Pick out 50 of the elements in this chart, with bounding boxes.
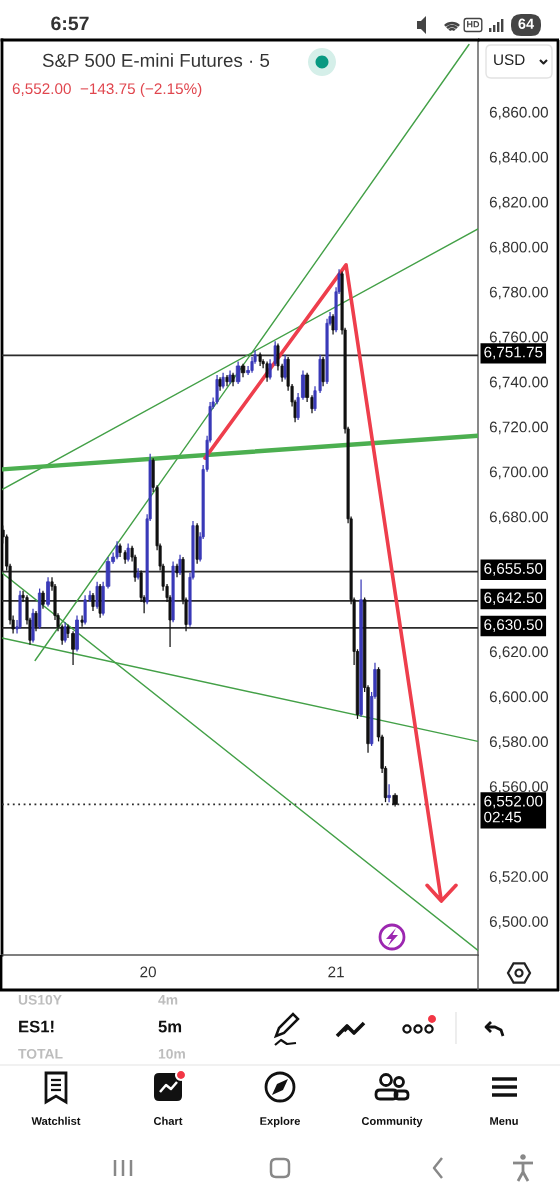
y-tick-label: 6,760.00 bbox=[489, 331, 548, 345]
text: HD bbox=[467, 21, 480, 28]
text: 10m bbox=[158, 1048, 185, 1059]
y-tick-label: 6,580.00 bbox=[489, 736, 548, 749]
candlestick bbox=[80, 614, 84, 628]
candlestick bbox=[83, 594, 87, 626]
text: 6:57 bbox=[51, 16, 89, 31]
y-tick-label: 6,680.00 bbox=[489, 511, 548, 525]
y-tick-label: 6,560.00 bbox=[489, 781, 548, 794]
text: 6,552.00 −143.75 (−2.15%) bbox=[12, 82, 202, 98]
candlestick bbox=[387, 783, 391, 803]
text: USD bbox=[494, 54, 525, 66]
y-tick-label: 6,740.00 bbox=[489, 376, 548, 390]
text: Watchlist bbox=[31, 1116, 81, 1125]
y-tick-label: 6,700.00 bbox=[489, 466, 548, 480]
text: 4m bbox=[158, 995, 178, 1005]
y-tick-label: 6,520.00 bbox=[489, 871, 548, 884]
candlestick bbox=[321, 356, 325, 387]
y-tick-label: 6,620.00 bbox=[489, 646, 548, 659]
text: US10Y bbox=[18, 994, 62, 1005]
y-tick-label: 6,840.00 bbox=[489, 151, 548, 165]
y-tick-label: 6,860.00 bbox=[489, 106, 548, 120]
ref-line-label: 6,655.50 bbox=[484, 563, 543, 576]
candlestick bbox=[265, 360, 269, 383]
y-tick-label: 6,720.00 bbox=[489, 421, 548, 435]
text: 5m bbox=[158, 1020, 182, 1033]
y-tick-label: 6,500.00 bbox=[489, 916, 548, 929]
y-tick-label: 6,800.00 bbox=[489, 241, 548, 255]
x-tick-label: 20 bbox=[140, 966, 156, 978]
ref-line-label: 6,642.50 bbox=[484, 592, 543, 605]
text: Explore bbox=[260, 1116, 300, 1128]
candlestick bbox=[95, 581, 99, 610]
text: Chart bbox=[153, 1116, 183, 1125]
text: 64 bbox=[518, 18, 535, 29]
y-tick-label: 6,820.00 bbox=[489, 196, 548, 210]
y-tick-label: 6,600.00 bbox=[489, 691, 548, 704]
text: Menu bbox=[490, 1117, 518, 1125]
candlestick bbox=[235, 360, 241, 385]
text: ES1! bbox=[19, 1020, 54, 1033]
candlestick bbox=[46, 576, 50, 608]
candlestick bbox=[34, 610, 38, 632]
x-tick-label: 21 bbox=[328, 966, 344, 978]
ref-line-label: 6,751.75 bbox=[484, 346, 543, 360]
ref-line-label: 6,552.00 02:45 bbox=[484, 795, 543, 823]
text: Community bbox=[361, 1116, 423, 1128]
line-series bbox=[203, 263, 458, 903]
y-tick-label: 6,780.00 bbox=[489, 286, 548, 300]
ref-line-label: 6,630.50 bbox=[484, 619, 543, 632]
text: TOTAL bbox=[18, 1048, 63, 1059]
text: S&P 500 E-mini Futures · 5 bbox=[42, 53, 270, 68]
